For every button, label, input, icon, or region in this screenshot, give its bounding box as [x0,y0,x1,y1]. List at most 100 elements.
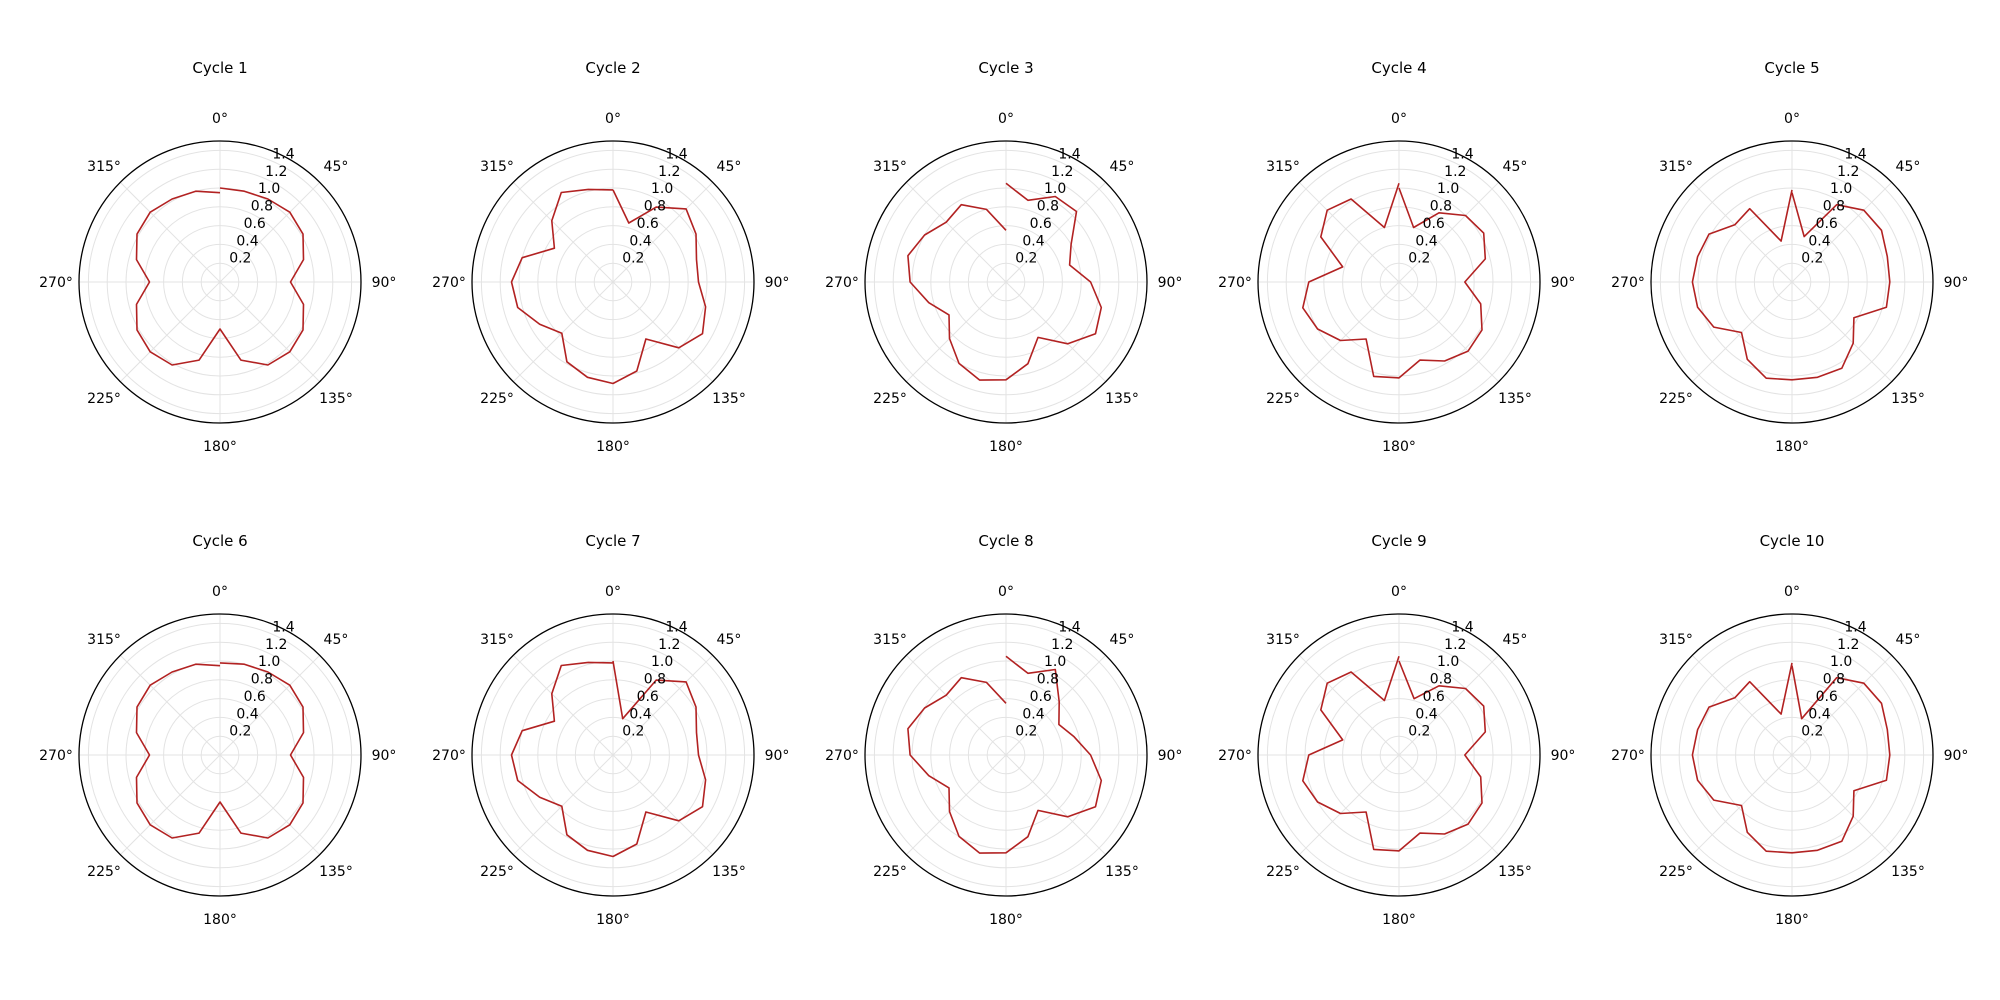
theta-gridline [219,181,321,283]
r-tick-label: 0.2 [1801,251,1823,267]
theta-gridline [119,754,221,856]
r-tick-label: 0.8 [1823,672,1845,688]
polar-panel: Cycle 4 0° 45° 90° 135° 180° 225° 270° 315° 0.2 0.… [1218,59,1575,455]
theta-gridline [119,281,221,383]
r-tick-label: 0.8 [1037,672,1059,688]
polar-frame [1650,613,1934,897]
theta-gridline [1298,281,1400,383]
panel-title: Cycle 5 [1764,59,1819,77]
theta-tick-label: 90° [1551,748,1576,764]
theta-tick-label: 180° [989,912,1023,928]
r-tick-label: 0.6 [1030,216,1052,232]
polar-frame [1650,140,1934,424]
r-tick-label: 1.2 [1837,637,1859,653]
theta-gridline [905,754,1007,856]
theta-gridline [1691,754,1793,856]
polar-panel: Cycle 9 0° 45° 90° 135° 180° 225° 270° 315° 0.2 0.… [1218,532,1575,928]
theta-tick-label: 270° [39,748,73,764]
theta-tick-label: 135° [1891,864,1925,880]
theta-gridline [219,654,321,756]
theta-gridline [1691,181,1793,283]
theta-tick-label: 0° [1391,111,1407,127]
r-tick-label: 1.0 [651,654,673,670]
r-tick-label: 1.4 [1844,619,1866,635]
r-tick-label: 0.4 [1022,233,1044,249]
data-line [1691,662,1891,854]
theta-tick-label: 180° [203,439,237,455]
theta-gridline [1791,754,1893,856]
theta-tick-label: 0° [605,111,621,127]
theta-tick-label: 0° [212,584,228,600]
r-tick-label: 0.4 [629,233,651,249]
theta-tick-label: 315° [873,159,907,175]
theta-tick-label: 90° [372,748,397,764]
theta-tick-label: 270° [1218,748,1252,764]
theta-tick-label: 135° [1105,391,1139,407]
theta-tick-label: 90° [765,748,790,764]
theta-tick-label: 45° [1503,632,1528,648]
theta-tick-label: 270° [825,748,859,764]
theta-tick-label: 315° [480,159,514,175]
polar-frame [78,140,362,424]
polar-panel: Cycle 6 0° 45° 90° 135° 180° 225° 270° 315° 0.2 0.… [39,532,396,928]
r-tick-label: 0.8 [644,672,666,688]
polar-panel: Cycle 7 0° 45° 90° 135° 180° 225° 270° 315° 0.2 0.… [432,532,789,928]
panel-title: Cycle 8 [978,532,1033,550]
theta-gridline [1398,754,1500,856]
theta-tick-label: 45° [717,632,742,648]
theta-gridline [219,754,321,856]
theta-gridline [1791,654,1893,756]
polar-panel: Cycle 8 0° 45° 90° 135° 180° 225° 270° 315° 0.2 0.… [825,532,1182,928]
r-tick-label: 1.4 [1058,619,1080,635]
theta-tick-label: 0° [1391,584,1407,600]
theta-tick-label: 180° [1775,439,1809,455]
theta-gridline [1791,281,1893,383]
r-tick-label: 0.2 [1015,251,1037,267]
theta-tick-label: 45° [717,159,742,175]
theta-gridline [1005,754,1107,856]
theta-tick-label: 90° [372,275,397,291]
r-tick-label: 0.8 [1823,199,1845,215]
theta-tick-label: 0° [212,111,228,127]
theta-tick-label: 270° [432,748,466,764]
theta-gridline [1691,281,1793,383]
r-tick-label: 1.0 [1437,181,1459,197]
polar-panel: Cycle 5 0° 45° 90° 135° 180° 225° 270° 315° 0.2 0.… [1611,59,1968,455]
theta-gridline [119,181,221,283]
theta-tick-label: 45° [324,159,349,175]
theta-gridline [512,654,614,756]
theta-tick-label: 45° [1503,159,1528,175]
theta-tick-label: 225° [87,391,121,407]
polar-panel: Cycle 3 0° 45° 90° 135° 180° 225° 270° 315° 0.2 0.… [825,59,1182,455]
data-line [510,188,707,385]
theta-gridline [612,654,714,756]
theta-tick-label: 270° [432,275,466,291]
theta-gridline [512,754,614,856]
r-tick-label: 1.4 [1451,146,1473,162]
theta-tick-label: 90° [765,275,790,291]
theta-tick-label: 315° [1266,159,1300,175]
theta-gridline [612,754,714,856]
theta-tick-label: 135° [1498,864,1532,880]
theta-tick-label: 270° [39,275,73,291]
theta-tick-label: 270° [1218,275,1252,291]
r-tick-label: 0.2 [622,251,644,267]
theta-gridline [119,654,221,756]
panel-title: Cycle 1 [192,59,247,77]
theta-tick-label: 225° [873,864,907,880]
theta-tick-label: 0° [605,584,621,600]
theta-tick-label: 180° [596,912,630,928]
panel-title: Cycle 3 [978,59,1033,77]
panel-title: Cycle 7 [585,532,640,550]
r-tick-label: 1.4 [272,146,294,162]
r-tick-label: 1.2 [1051,164,1073,180]
r-tick-label: 0.2 [229,251,251,267]
theta-gridline [1398,181,1500,283]
data-line [135,187,305,366]
polar-panel: Cycle 10 0° 45° 90° 135° 180° 225° 270° 315° 0.2 0… [1611,532,1968,928]
r-tick-label: 1.2 [658,637,680,653]
r-tick-label: 1.0 [1437,654,1459,670]
r-tick-label: 1.2 [658,164,680,180]
r-tick-label: 1.2 [1444,637,1466,653]
r-tick-label: 1.0 [258,181,280,197]
